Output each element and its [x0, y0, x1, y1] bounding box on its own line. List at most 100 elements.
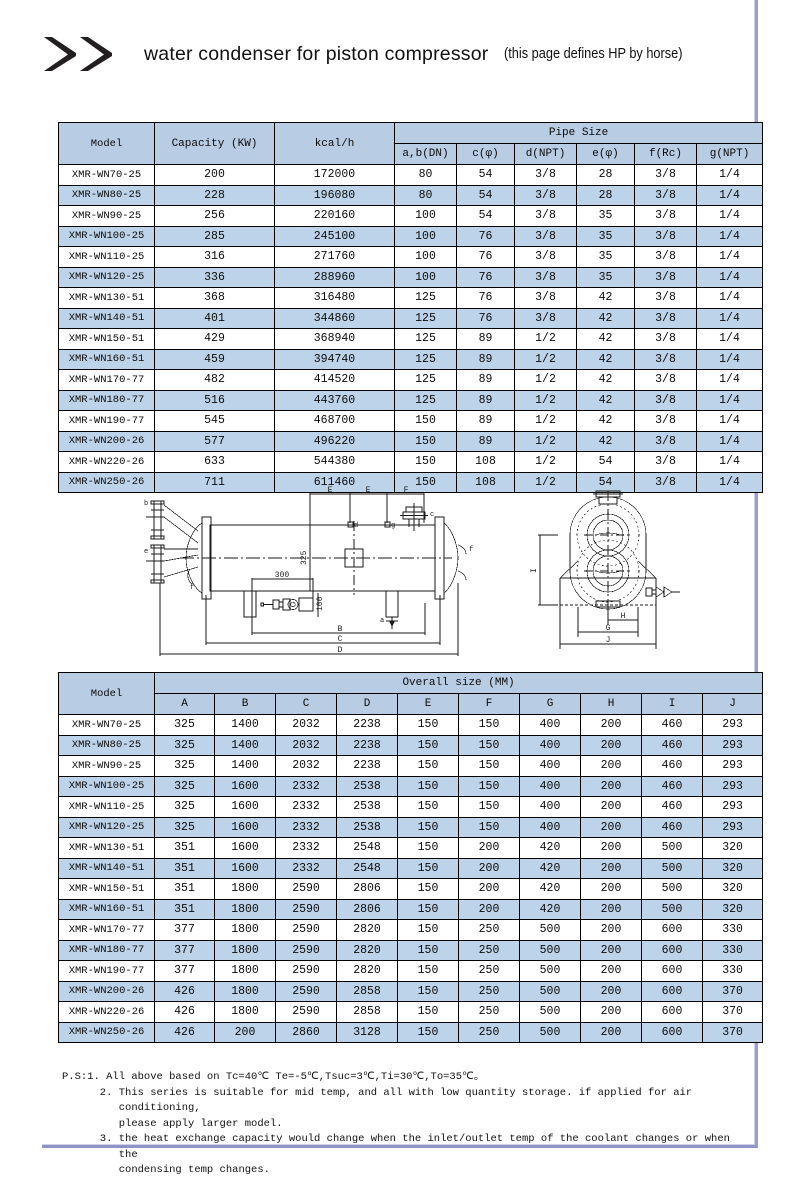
table-cell: 100 [394, 246, 457, 268]
port-g-label: g [391, 522, 395, 530]
table-row: XMR-WN90-25 256 220160 100 54 3/8 35 3/8 1/4 [58, 205, 764, 227]
table-cell: 200 [214, 1021, 276, 1043]
table-cell: 150 [394, 410, 457, 432]
table-cell: 76 [456, 307, 515, 329]
table-cell: 150 [394, 430, 457, 452]
table-cell: 89 [456, 348, 515, 370]
table-cell: 89 [456, 410, 515, 432]
table2-col-a: A [154, 693, 215, 715]
table-row: XMR-WN160-51 459 394740 125 89 1/2 42 3/8 1/4 [58, 348, 764, 370]
table-cell: 250 [458, 960, 520, 982]
table-cell: 150 [397, 775, 459, 797]
cell-model: XMR-WN100-25 [58, 225, 155, 247]
cell-model: XMR-WN160-51 [58, 898, 155, 920]
table-cell: 42 [576, 410, 635, 432]
table-row: XMR-WN250-26 711 611460 150 108 1/2 54 3/8 1/4 [58, 471, 764, 493]
table1-col-g-npt: g(NPT) [695, 143, 764, 165]
table-cell: 2820 [336, 939, 398, 961]
table-cell: 400 [519, 714, 581, 736]
table-cell: 150 [397, 857, 459, 879]
table-cell: 443760 [274, 389, 395, 411]
table-cell: 150 [397, 734, 459, 756]
table-cell: 3/8 [514, 164, 577, 186]
table-cell: 150 [397, 1021, 459, 1043]
dim-E2-label: E [366, 486, 371, 495]
page-subtitle: (this page defines HP by horse) [504, 46, 684, 62]
cell-model: XMR-WN170-77 [58, 369, 155, 391]
table-cell: 377 [154, 939, 215, 961]
dim-C-label: C [338, 635, 343, 644]
table2-col-g: G [519, 693, 581, 715]
table1-body: XMR-WN70-25 200 172000 80 54 3/8 28 3/8 1/4 XMR-W… [58, 164, 764, 493]
table-cell: 89 [456, 328, 515, 350]
table2-col-b: B [214, 693, 276, 715]
table-cell: 3/8 [634, 246, 697, 268]
table-cell: 429 [154, 328, 275, 350]
table-row: XMR-WN70-25 325 1400 2032 2238 150 150 400 200 46… [58, 714, 764, 736]
table-cell: 2548 [336, 837, 398, 859]
table-cell: 125 [394, 348, 457, 370]
dim-300-label: 300 [275, 571, 290, 580]
table-cell: 125 [394, 389, 457, 411]
table-row: XMR-WN100-25 285 245100 100 76 3/8 35 3/8 1/4 [58, 225, 764, 247]
table-cell: 100 [394, 205, 457, 227]
port-bottom-label: a [380, 617, 384, 625]
table-cell: 3/8 [634, 266, 697, 288]
table-cell: 200 [580, 919, 642, 941]
table-cell: 330 [701, 939, 764, 961]
dim-I-label: I [530, 568, 539, 573]
table2-col-d: D [336, 693, 398, 715]
table-cell: 250 [458, 919, 520, 941]
cell-model: XMR-WN150-51 [58, 328, 155, 350]
table-cell: 125 [394, 369, 457, 391]
table-cell: 1800 [214, 960, 276, 982]
table-cell: 1/4 [695, 287, 764, 309]
cell-model: XMR-WN130-51 [58, 287, 155, 309]
cell-model: XMR-WN80-25 [58, 734, 155, 756]
dim-F-label: F [404, 486, 409, 495]
table-cell: 2590 [275, 980, 337, 1002]
table-cell: 1/4 [695, 430, 764, 452]
table-cell: 3/8 [634, 205, 697, 227]
table-row: XMR-WN160-51 351 1800 2590 2806 150 200 420 200 5… [58, 898, 764, 920]
table-cell: 200 [580, 980, 642, 1002]
cell-model: XMR-WN170-77 [58, 919, 155, 941]
dim-B-label: B [338, 625, 343, 634]
table-cell: 325 [154, 755, 215, 777]
table-row: XMR-WN110-25 325 1600 2332 2538 150 150 400 200 4… [58, 796, 764, 818]
table-cell: 2590 [275, 878, 337, 900]
port-e-label: e [144, 548, 148, 556]
cell-model: XMR-WN140-51 [58, 857, 155, 879]
table-cell: 54 [576, 451, 635, 473]
table-cell: 600 [641, 980, 703, 1002]
table-cell: 500 [519, 960, 581, 982]
table2-col-c: C [275, 693, 337, 715]
table-cell: 3/8 [634, 328, 697, 350]
table-cell: 200 [458, 878, 520, 900]
table-cell: 1/2 [514, 471, 577, 493]
table-cell: 2332 [275, 837, 337, 859]
dim-325-label: 325 [300, 550, 309, 565]
table-row: XMR-WN220-26 633 544380 150 108 1/2 54 3/8 1/4 [58, 451, 764, 473]
table-cell: 1800 [214, 939, 276, 961]
table-row: XMR-WN120-25 325 1600 2332 2538 150 150 400 200 4… [58, 816, 764, 838]
cell-model: XMR-WN90-25 [58, 755, 155, 777]
table-cell: 1/2 [514, 369, 577, 391]
table-cell: 1400 [214, 755, 276, 777]
cell-model: XMR-WN160-51 [58, 348, 155, 370]
note-line: please apply larger model. [62, 1117, 752, 1133]
table-cell: 150 [458, 775, 520, 797]
cell-model: XMR-WN150-51 [58, 878, 155, 900]
table-cell: 394740 [274, 348, 395, 370]
port-f-right-label: f [469, 546, 473, 554]
table-cell: 108 [456, 451, 515, 473]
table-cell: 3/8 [634, 430, 697, 452]
table-cell: 2820 [336, 960, 398, 982]
table-row: XMR-WN100-25 325 1600 2332 2538 150 150 400 200 4… [58, 775, 764, 797]
table-cell: 150 [397, 1001, 459, 1023]
cell-model: XMR-WN110-25 [58, 246, 155, 268]
table-cell: 200 [580, 755, 642, 777]
table-cell: 459 [154, 348, 275, 370]
note-text: please apply larger model. [118, 1117, 283, 1130]
table-row: XMR-WN110-25 316 271760 100 76 3/8 35 3/8 1/4 [58, 246, 764, 268]
